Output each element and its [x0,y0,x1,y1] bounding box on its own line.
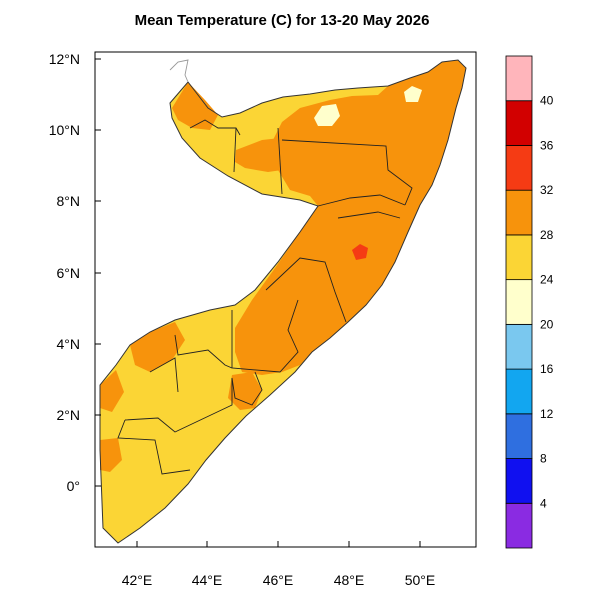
colorbar-label: 40 [540,94,554,108]
colorbar-label: 28 [540,228,554,242]
colorbar-bin [505,323,533,370]
colorbar-bin [505,189,533,236]
region-20-24-patch-1 [314,104,340,126]
lat-tick-label: 6°N [57,265,81,281]
neighbor-border [169,59,189,83]
colorbar: 4 8 12 16 20 24 28 32 36 40 [505,55,554,549]
region-28-32-north [235,60,466,375]
region-28-32-northwest-2 [235,138,282,172]
colorbar-bin [505,458,533,504]
lon-tick-label: 46°E [263,572,294,588]
colorbar-bin [505,145,533,191]
region-28-32-southwest-3 [100,438,122,472]
colorbar-bin [505,55,533,102]
admin-boundaries [117,119,413,475]
lat-tick-label: 10°N [49,122,80,138]
lat-tick-label: 4°N [57,336,81,352]
country-outline [99,59,467,544]
lat-axis: 12°N 10°N 8°N 6°N 4°N 2°N 0° [49,51,101,494]
colorbar-label: 4 [540,496,547,510]
region-20-24-patch-2 [404,86,422,102]
lon-tick-label: 44°E [192,572,223,588]
map-title: Mean Temperature (C) for 13-20 May 2026 [135,12,430,29]
colorbar-bin [505,368,533,415]
lon-tick-label: 48°E [334,572,365,588]
lat-tick-label: 8°N [57,193,81,209]
colorbar-label: 36 [540,138,554,152]
lat-tick-label: 0° [67,478,80,494]
map-frame [94,51,477,548]
lat-tick-label: 2°N [57,407,81,423]
map-panel [94,51,477,548]
colorbar-bin [505,279,533,325]
colorbar-label: 24 [540,273,554,287]
colorbar-bin [505,234,533,281]
lon-axis: 42°E 44°E 46°E 48°E 50°E [122,541,436,588]
colorbar-bin [505,413,533,459]
colorbar-bin [505,502,533,549]
colorbar-label: 32 [540,183,554,197]
colorbar-label: 20 [540,317,554,331]
region-28-32-south-center [228,372,262,410]
colorbar-label: 12 [540,407,554,421]
region-32-36-patch [352,244,368,260]
region-28-32-northwest [172,82,218,130]
colorbar-label: 16 [540,362,554,376]
lon-tick-label: 42°E [122,572,153,588]
lon-tick-label: 50°E [405,572,436,588]
colorbar-label: 8 [540,452,547,466]
lat-tick-label: 12°N [49,51,80,67]
region-28-32-southwest-2 [100,370,124,412]
region-28-32-southwest [130,322,185,372]
colorbar-bin [505,100,533,146]
